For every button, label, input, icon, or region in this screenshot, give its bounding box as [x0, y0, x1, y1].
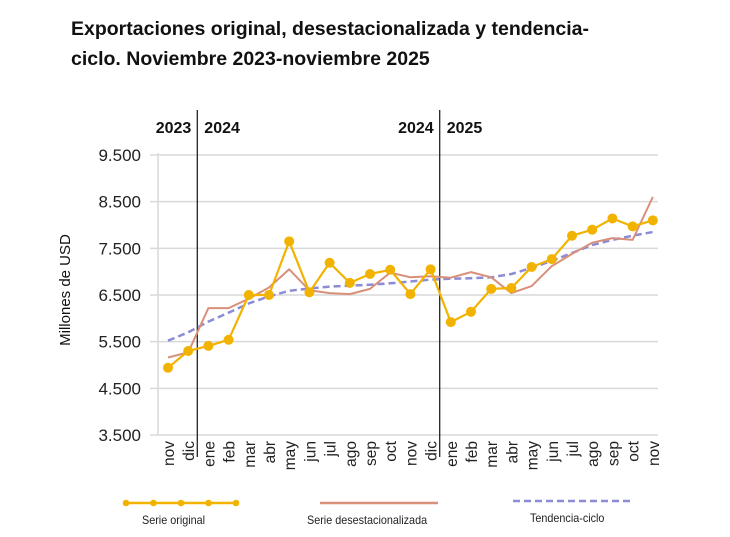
- data-point-serie-original: [466, 306, 476, 317]
- data-point-serie-original: [405, 289, 416, 300]
- x-tick-label: ene: [444, 441, 461, 467]
- data-point-serie-original: [344, 277, 355, 288]
- x-tick-label: may: [282, 441, 299, 471]
- x-tick-label: jul: [323, 441, 340, 458]
- data-point-serie-original: [486, 283, 497, 294]
- x-tick-label: feb: [222, 441, 239, 463]
- legend-marker-original: [122, 499, 130, 507]
- data-point-serie-original: [647, 215, 658, 226]
- legend-marker-original: [177, 499, 185, 507]
- y-tick-label: 3.500: [98, 426, 141, 445]
- data-point-serie-original: [183, 346, 194, 356]
- legend-marker-original: [232, 499, 240, 507]
- x-tick-label: nov: [161, 441, 178, 466]
- x-tick-label: abr: [262, 441, 279, 463]
- data-point-serie-original: [567, 230, 577, 241]
- x-tick-labels: nov dic ene feb mar abr may jun jul ago sep oct nov d…: [161, 440, 663, 470]
- y-tick-label: 5.500: [98, 333, 141, 352]
- data-point-serie-original: [546, 254, 557, 265]
- year-label: 2024: [204, 120, 240, 137]
- year-label: 2025: [447, 120, 483, 137]
- series-group: [163, 196, 658, 373]
- grid-lines: [150, 153, 658, 436]
- data-point-serie-original: [445, 317, 456, 328]
- x-tick-label: dic: [181, 441, 198, 461]
- x-tick-label: ene: [201, 441, 218, 467]
- chart-title-line-2: ciclo. Noviembre 2023-noviembre 2025: [71, 48, 430, 70]
- data-point-serie-original: [163, 362, 173, 373]
- legend-marker-original: [150, 499, 157, 507]
- data-point-serie-original: [526, 262, 537, 272]
- data-point-serie-original: [203, 340, 214, 351]
- x-tick-label: jul: [565, 441, 582, 458]
- series-line-serie-desestacionalizada: [167, 196, 654, 359]
- chart-title: Exportaciones original, desestacionaliza…: [71, 14, 691, 74]
- year-dividers: 2023 2024 2024 2025: [156, 110, 483, 457]
- x-tick-label: jun: [545, 441, 562, 463]
- y-tick-labels: 3.500 4.500 5.500 6.500 7.500 8.500 9.500: [98, 146, 141, 445]
- legend: [122, 499, 632, 507]
- data-point-serie-original: [365, 269, 375, 279]
- y-axis-label: Millones de USD: [57, 234, 74, 346]
- x-tick-label: nov: [403, 441, 420, 466]
- data-point-serie-original: [223, 334, 234, 345]
- y-tick-label: 6.500: [98, 286, 141, 305]
- x-tick-label: jun: [302, 441, 319, 463]
- data-point-serie-original: [607, 213, 618, 224]
- data-point-serie-original: [627, 221, 638, 232]
- x-tick-label: ago: [343, 441, 360, 467]
- year-label: 2023: [156, 120, 192, 137]
- data-point-serie-original: [284, 236, 295, 247]
- y-tick-label: 9.500: [98, 146, 141, 165]
- legend-label-tendencia: Tendencia-ciclo: [530, 511, 605, 525]
- x-tick-label: nov: [646, 441, 663, 466]
- data-point-serie-original: [243, 290, 254, 300]
- x-tick-label: may: [525, 441, 542, 471]
- data-point-serie-original: [385, 264, 396, 275]
- x-tick-label: ago: [585, 441, 602, 467]
- x-tick-label: oct: [626, 440, 643, 461]
- chart-title-line-1: Exportaciones original, desestacionaliza…: [71, 18, 589, 40]
- x-tick-label: oct: [383, 440, 400, 461]
- y-tick-label: 4.500: [98, 379, 141, 398]
- legend-label-original: Serie original: [142, 513, 206, 527]
- data-point-serie-original: [264, 290, 274, 300]
- y-tick-label: 8.500: [98, 193, 141, 212]
- x-tick-label: dic: [424, 441, 441, 461]
- y-tick-label: 7.500: [98, 239, 141, 258]
- x-tick-label: feb: [464, 441, 481, 463]
- x-tick-label: sep: [363, 441, 380, 466]
- x-tick-label: mar: [242, 441, 259, 468]
- data-point-serie-original: [587, 224, 598, 235]
- data-point-serie-original: [304, 287, 315, 298]
- legend-label-desestacionalizada: Serie desestacionalizada: [307, 513, 428, 527]
- x-tick-label: mar: [484, 441, 501, 468]
- data-point-serie-original: [324, 257, 335, 268]
- year-label: 2024: [398, 120, 434, 137]
- legend-marker-original: [205, 499, 212, 507]
- data-point-serie-original: [425, 264, 436, 275]
- data-point-serie-original: [506, 283, 517, 293]
- x-tick-label: abr: [504, 441, 521, 463]
- x-tick-label: sep: [605, 441, 622, 466]
